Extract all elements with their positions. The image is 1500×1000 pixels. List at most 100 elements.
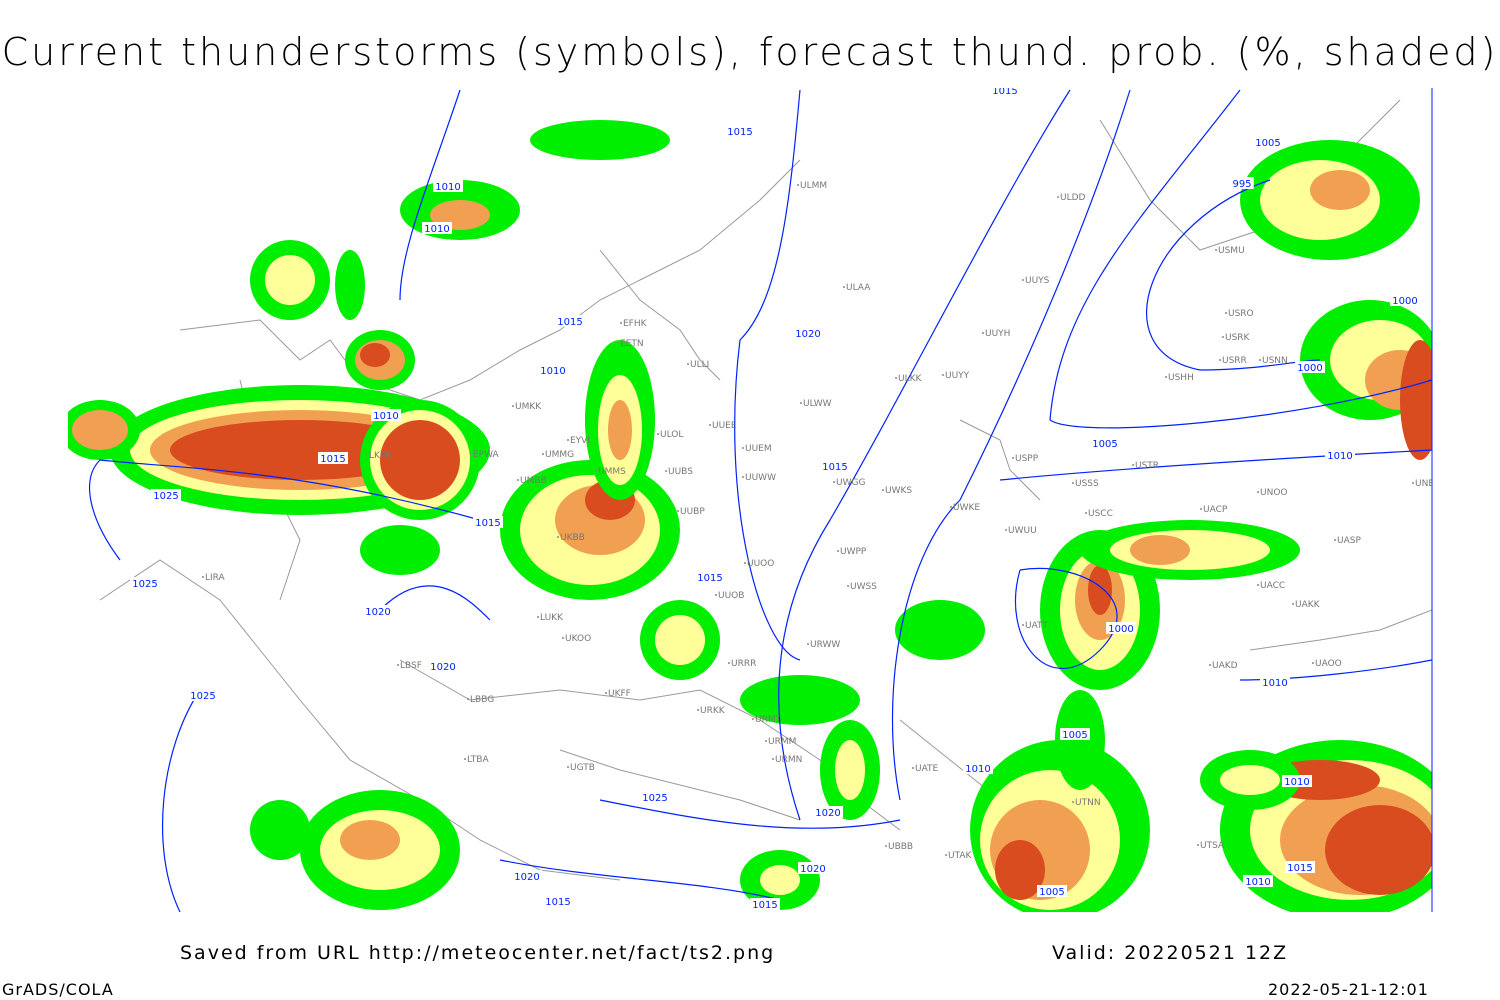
station-label: UWKS: [885, 486, 912, 496]
probability-area: [895, 600, 985, 660]
station-dot: [752, 718, 754, 720]
probability-area: [760, 865, 800, 895]
isobar-line: [778, 89, 1071, 821]
isobar-label-bg: [695, 571, 725, 583]
isobar-label: 1015: [697, 573, 722, 584]
station-dot: [885, 845, 887, 847]
isobar-label: 1010: [540, 366, 565, 377]
isobar-label-bg: [543, 895, 573, 907]
station-label: LTBA: [467, 755, 489, 765]
station-label: LUKK: [540, 613, 564, 623]
isobar-label-bg: [813, 806, 843, 818]
isobar-label-bg: [188, 689, 218, 701]
station-label: UACC: [1260, 581, 1285, 591]
isobar-line: [89, 459, 481, 561]
station-dot: [464, 758, 466, 760]
station-label: USRR: [1222, 356, 1247, 366]
isobar-line: [379, 585, 491, 621]
station-label: URKK: [700, 706, 726, 716]
station-dot: [617, 342, 619, 344]
probability-area: [530, 120, 670, 160]
isobar-label: 1020: [815, 808, 840, 819]
station-label: URRR: [731, 659, 756, 669]
station-label: ULKK: [898, 374, 923, 384]
station-label: UWSS: [850, 582, 877, 592]
station-dot: [542, 453, 544, 455]
isobar-label-bg: [1037, 885, 1067, 897]
station-dot: [620, 322, 622, 324]
station-label: UNOO: [1260, 488, 1288, 498]
isobar-label: 1010: [435, 182, 460, 193]
software-credit: GrADS/COLA: [2, 980, 114, 999]
station-label: UAKK: [1295, 600, 1321, 610]
station-dot: [657, 433, 659, 435]
probability-area: [360, 343, 390, 367]
isobar-label: 1020: [365, 607, 390, 618]
station-dot: [677, 510, 679, 512]
station-label: UUWW: [745, 473, 776, 483]
station-label: USMU: [1218, 246, 1245, 256]
isobar-label: 1020: [430, 662, 455, 673]
probability-area: [995, 840, 1045, 900]
isobar-label-bg: [1243, 875, 1273, 887]
station-label: UWPP: [840, 547, 867, 557]
isobar-label: 1015: [320, 454, 345, 465]
station-dot: [1072, 482, 1074, 484]
isobar-label: 1005: [1092, 439, 1117, 450]
isobar-label: 1005: [1039, 887, 1064, 898]
station-label: UUYS: [1025, 276, 1050, 286]
station-label: UAKD: [1212, 661, 1238, 671]
isobar-label-bg: [130, 577, 160, 589]
station-dot: [595, 470, 597, 472]
station-dot: [1005, 529, 1007, 531]
isobar-label-bg: [363, 605, 393, 617]
station-label: USHH: [1168, 373, 1194, 383]
coastline: [559, 749, 801, 821]
valid-time-text: Valid: 20220521 12Z: [1052, 942, 1289, 964]
isobar-line: [999, 449, 1432, 481]
isobar-label: 1010: [1284, 777, 1309, 788]
station-dot: [772, 758, 774, 760]
isobar-label: 1010: [1327, 451, 1352, 462]
station-label: EETN: [620, 339, 644, 349]
isobar-label-bg: [640, 791, 670, 803]
station-label: USRK: [1225, 333, 1251, 343]
station-dot: [202, 576, 204, 578]
probability-area: [655, 615, 705, 665]
isobar-label: 1015: [992, 86, 1017, 97]
isobar-label: 1005: [1255, 138, 1280, 149]
isobar-label-bg: [555, 315, 585, 327]
station-dot: [709, 424, 711, 426]
isobar-label: 1020: [514, 872, 539, 883]
source-url-text: Saved from URL http://meteocenter.net/fa…: [180, 942, 776, 964]
isobar-label-bg: [1390, 294, 1420, 306]
station-dot: [1259, 359, 1261, 361]
station-label: UWUU: [1008, 526, 1037, 536]
station-label: UAOO: [1315, 659, 1342, 669]
isobar-label: 1020: [795, 329, 820, 340]
station-dot: [742, 476, 744, 478]
station-label: URWW: [810, 640, 840, 650]
station-dot: [397, 664, 399, 666]
isobar-label-bg: [318, 452, 348, 464]
station-dot: [1072, 801, 1074, 803]
station-dot: [1057, 196, 1059, 198]
station-dot: [1257, 491, 1259, 493]
isobar-label: 1015: [752, 900, 777, 911]
station-dot: [833, 481, 835, 483]
isobar-label: 1010: [1262, 678, 1287, 689]
isobar-line: [1014, 567, 1118, 670]
isobar-label-bg: [433, 180, 463, 192]
probability-area: [250, 800, 310, 860]
station-dot: [1022, 624, 1024, 626]
isobar-label-bg: [538, 364, 568, 376]
station-label: UWKE: [953, 503, 980, 513]
station-label: UWGG: [836, 478, 865, 488]
station-label: ULOL: [660, 430, 683, 440]
isobar-label: 1015: [1287, 863, 1312, 874]
isobar-label: 1020: [800, 864, 825, 875]
isobar-label: 1015: [557, 317, 582, 328]
station-label: UASP: [1337, 536, 1361, 546]
station-label: URMN: [775, 755, 802, 765]
station-dot: [687, 363, 689, 365]
